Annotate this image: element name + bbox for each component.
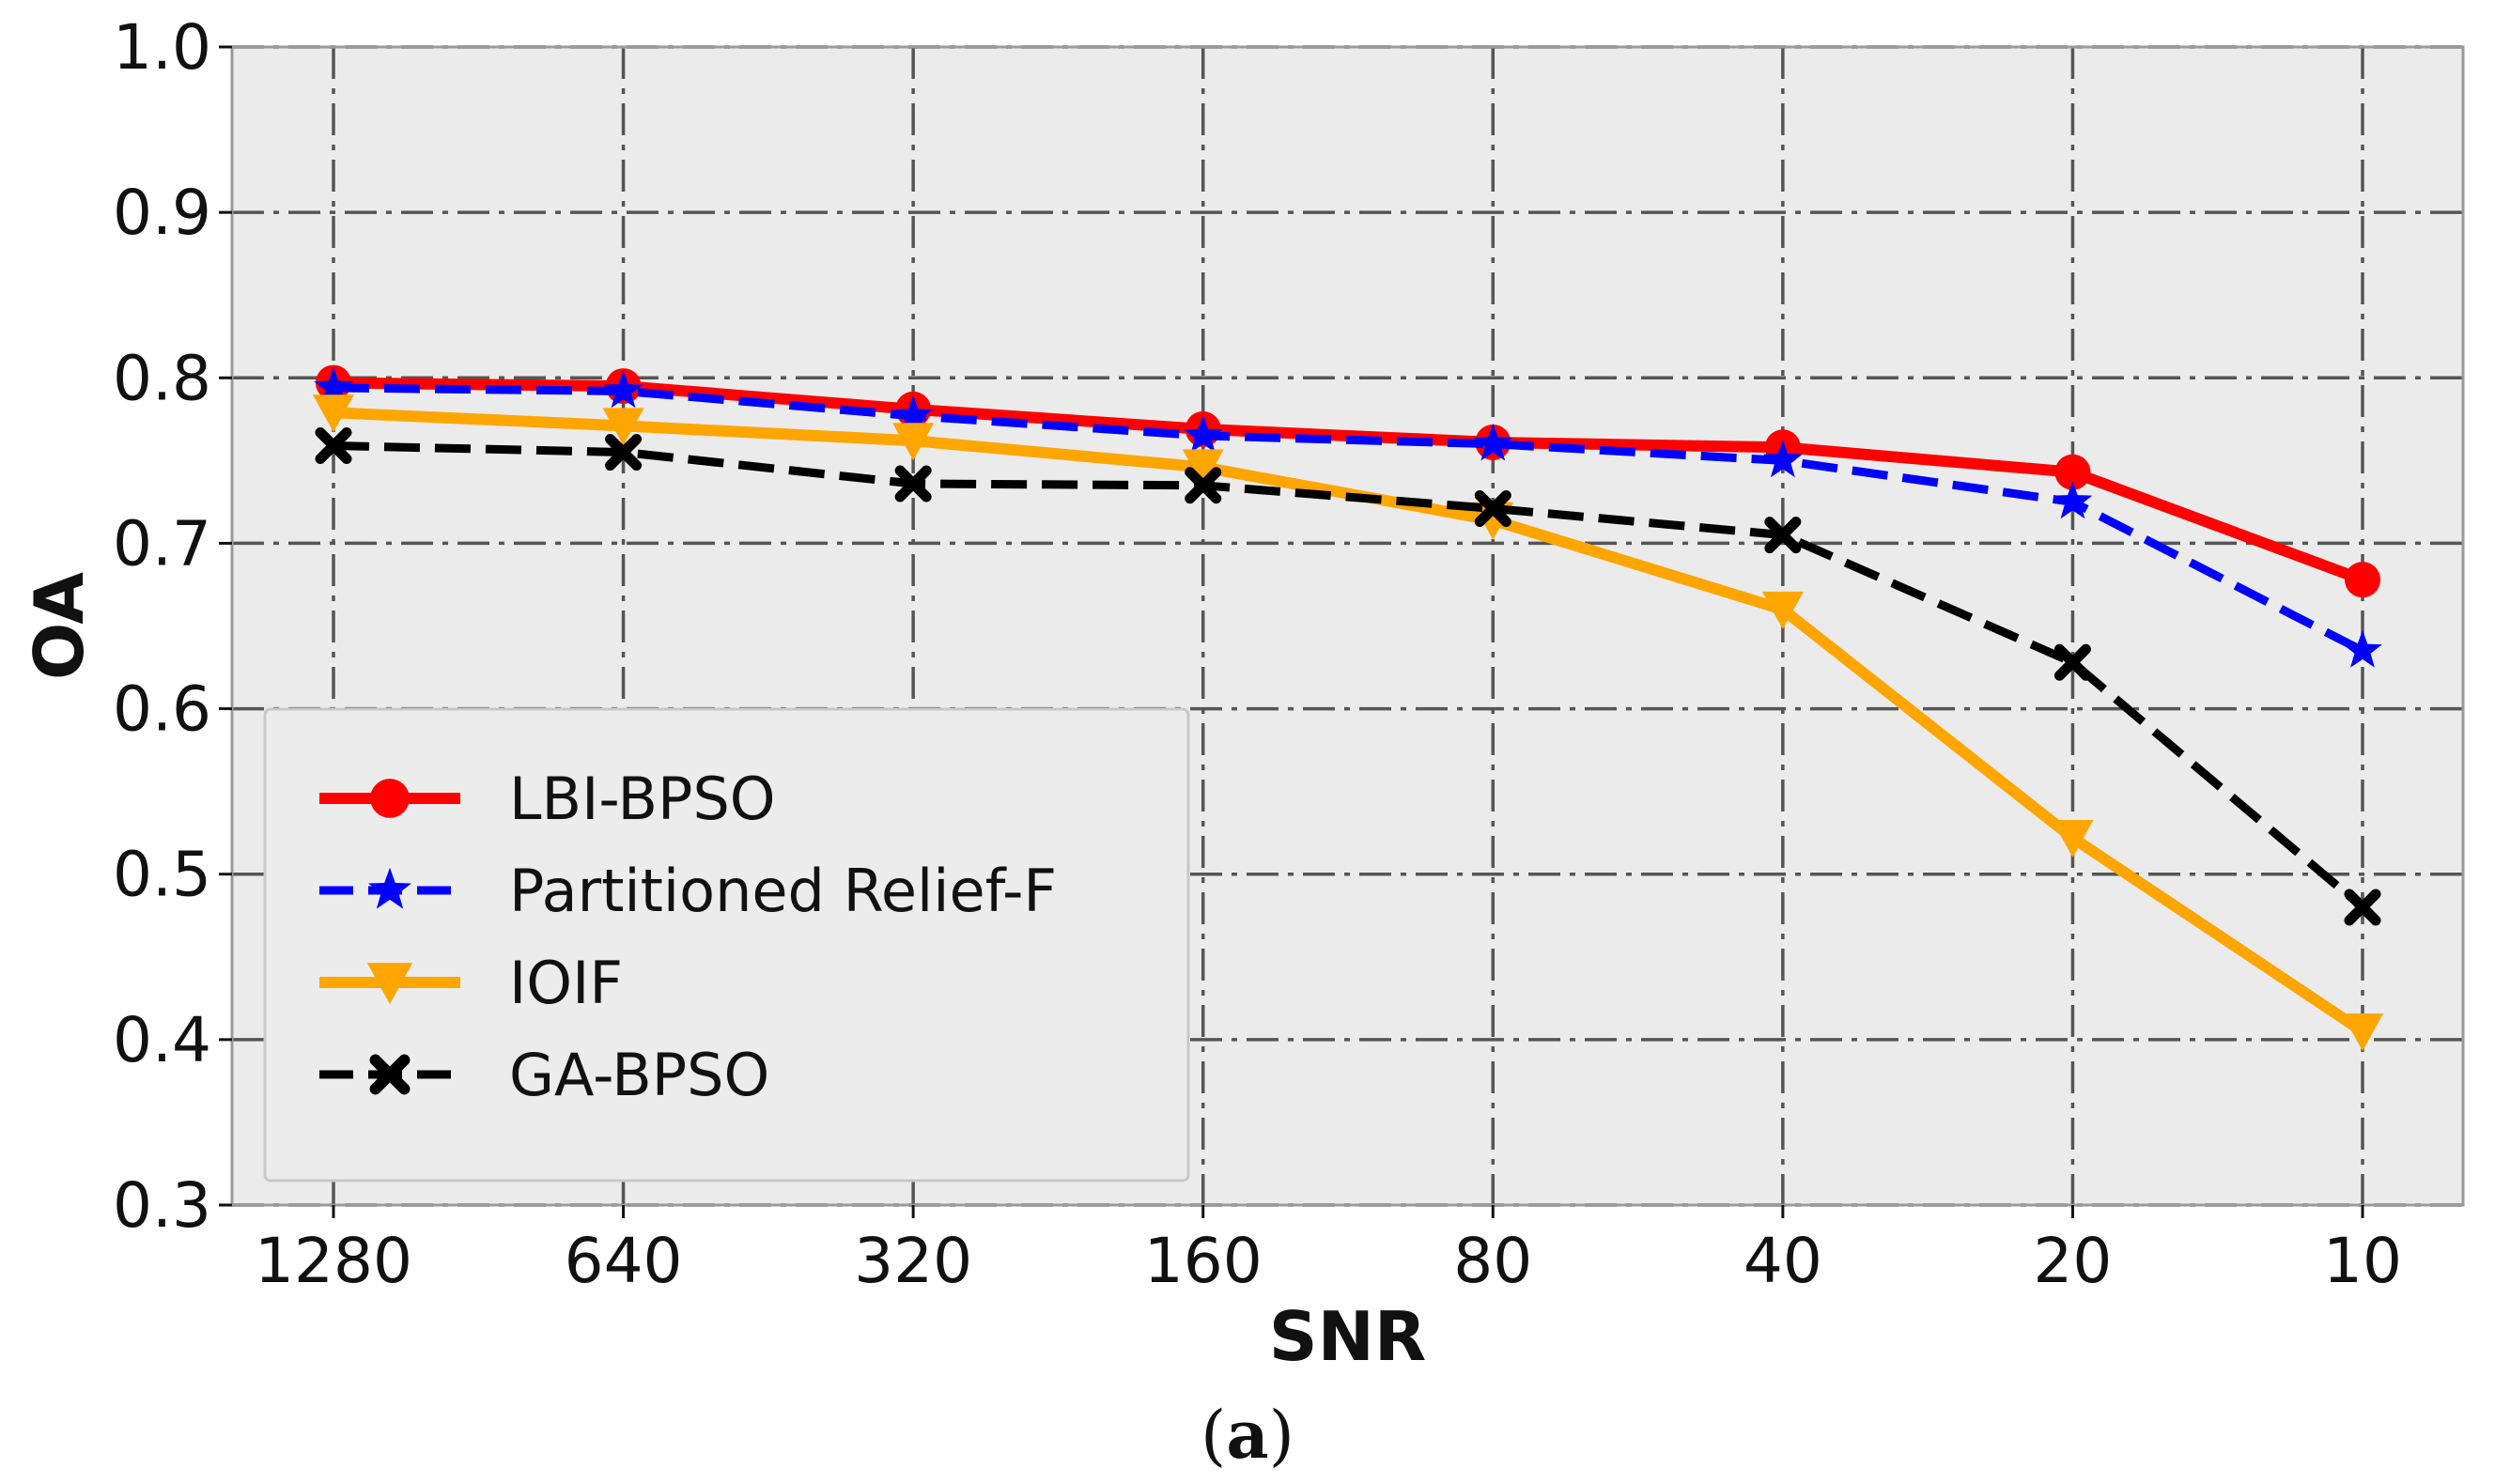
y-tick-label: 0.3 bbox=[113, 1169, 211, 1242]
caption-letter: a bbox=[1226, 1396, 1268, 1474]
x-tick-label: 20 bbox=[2033, 1225, 2112, 1297]
series-layer bbox=[313, 364, 2383, 1052]
y-tick-label: 0.5 bbox=[113, 839, 211, 911]
x-tick-label: 320 bbox=[854, 1225, 972, 1297]
caption-close-paren: ) bbox=[1269, 1397, 1294, 1474]
data-point bbox=[314, 366, 353, 405]
data-point bbox=[2052, 819, 2094, 858]
data-point bbox=[2343, 629, 2382, 668]
data-point bbox=[892, 423, 935, 461]
legend-item-lbi-bpso: LBI-BPSO bbox=[319, 765, 776, 833]
x-axis-ticks: 1280 640 320 160 80 40 20 10 bbox=[255, 1205, 2402, 1297]
data-point bbox=[2345, 562, 2380, 598]
series-line bbox=[333, 383, 2365, 655]
legend-item-ga-bpso: GA-BPSO bbox=[319, 1041, 769, 1109]
y-tick-label: 0.6 bbox=[113, 673, 211, 746]
data-point bbox=[894, 465, 932, 502]
data-point bbox=[1473, 423, 1513, 461]
caption-open-paren: ( bbox=[1201, 1397, 1226, 1474]
data-point bbox=[1185, 467, 1222, 504]
data-point bbox=[1183, 414, 1223, 453]
x-tick-label: 40 bbox=[1743, 1225, 1822, 1297]
data-point bbox=[1762, 440, 1803, 478]
y-tick-label: 0.8 bbox=[113, 342, 211, 414]
x-tick-label: 1280 bbox=[255, 1225, 412, 1297]
y-tick-label: 0.4 bbox=[113, 1004, 211, 1076]
data-point bbox=[2053, 481, 2093, 519]
data-point bbox=[602, 408, 644, 446]
series-ga-bpso bbox=[315, 427, 2381, 926]
data-point bbox=[315, 427, 352, 465]
series-partitioned-relief-f bbox=[314, 366, 2382, 668]
x-tick-label: 640 bbox=[565, 1225, 683, 1297]
data-point bbox=[2053, 643, 2091, 681]
data-point bbox=[1182, 449, 1224, 487]
legend-label: IOIF bbox=[509, 949, 623, 1017]
legend-swatch-marker bbox=[366, 963, 413, 1005]
data-point bbox=[1764, 517, 1802, 554]
data-point bbox=[2342, 1013, 2383, 1052]
legend-label: Partitioned Relief-F bbox=[509, 857, 1057, 925]
y-tick-label: 1.0 bbox=[113, 11, 211, 84]
y-axis-ticks: 0.3 0.4 0.5 0.6 0.7 0.8 0.9 1.0 bbox=[113, 11, 232, 1242]
legend-item-partitioned-relief-f: Partitioned Relief-F bbox=[319, 857, 1057, 925]
legend-swatch-marker bbox=[368, 867, 411, 909]
legend-swatch-marker bbox=[370, 779, 410, 818]
data-point bbox=[313, 394, 354, 433]
plot-frame bbox=[230, 45, 2465, 1207]
data-point bbox=[605, 434, 643, 471]
legend-swatch-marker bbox=[369, 1054, 411, 1095]
y-tick-label: 0.7 bbox=[113, 507, 211, 580]
legend-box bbox=[263, 707, 1190, 1183]
x-tick-label: 10 bbox=[2323, 1225, 2402, 1297]
figure-caption: (a) bbox=[1201, 1396, 1294, 1474]
legend-item-ioif: IOIF bbox=[319, 949, 623, 1017]
data-point bbox=[2344, 889, 2381, 926]
data-point bbox=[603, 370, 643, 409]
x-tick-label: 160 bbox=[1144, 1225, 1263, 1297]
x-axis-title: SNR bbox=[1269, 1297, 1427, 1376]
y-tick-label: 0.9 bbox=[113, 177, 211, 249]
data-point bbox=[2054, 454, 2091, 490]
legend-label: GA-BPSO bbox=[509, 1041, 769, 1109]
data-point bbox=[1761, 591, 1804, 629]
series-line bbox=[333, 441, 2365, 911]
x-tick-label: 80 bbox=[1453, 1225, 1532, 1297]
data-point bbox=[893, 394, 934, 433]
legend: LBI-BPSO Partitioned Relief-F IOIF GA-BPSO bbox=[263, 707, 1190, 1183]
data-point bbox=[1474, 489, 1511, 527]
y-axis-title: OA bbox=[20, 572, 99, 680]
legend-label: LBI-BPSO bbox=[509, 765, 776, 833]
